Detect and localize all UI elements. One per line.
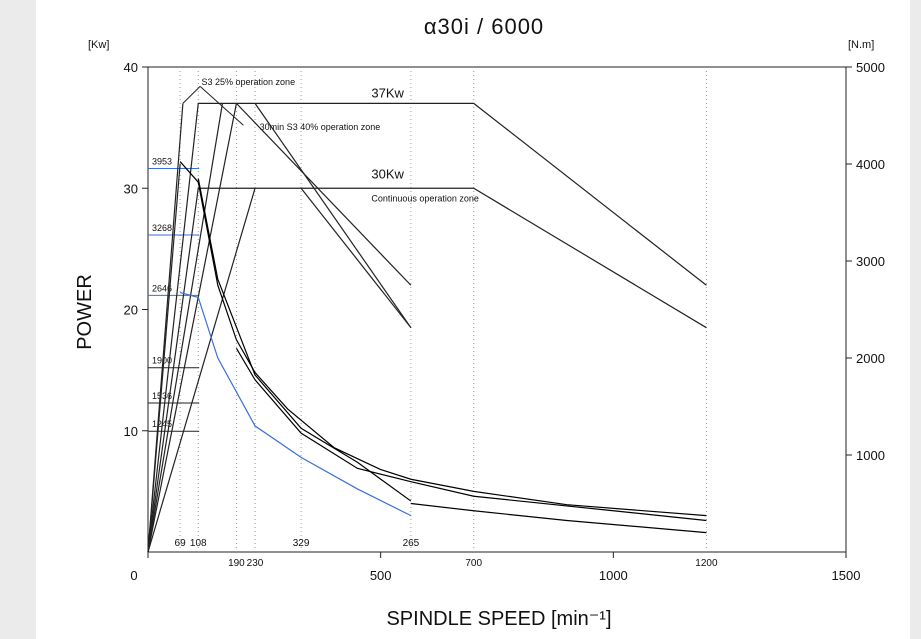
speed-marker-label: 230 (247, 558, 264, 569)
annotations: S3 25% operation zone 37Kw 30min S3 40% op… (182, 77, 479, 204)
annotation-leader (182, 86, 201, 104)
y2-unit-label: [N.m] (848, 39, 874, 51)
torque-curve (197, 178, 412, 502)
speed-marker-label: 329 (293, 538, 310, 549)
torque-curve (179, 291, 412, 517)
speed-marker-label: 190 (228, 558, 245, 569)
speed-marker-label: 1200 (695, 558, 718, 569)
speed-marker-label: 108 (190, 538, 207, 549)
zone-annotation: 30Kw (371, 167, 404, 182)
annotation-leader (199, 86, 244, 126)
torque-level-label: 3953 (152, 157, 172, 167)
y2-tick-label: 2000 (856, 351, 885, 366)
power-line (235, 102, 412, 286)
power-line (147, 102, 707, 553)
zone-annotation: Continuous operation zone (371, 194, 479, 204)
torque-level-label: 2646 (152, 283, 172, 293)
zone-annotation: S3 25% operation zone (202, 77, 296, 87)
speed-marker-label: 265 (403, 538, 420, 549)
torque-level-label: 1536 (152, 391, 172, 401)
x-axis-title: SPINDLE SPEED [min⁻¹] (386, 608, 611, 630)
y-axis-title: POWER (74, 274, 96, 350)
torque-curve (179, 161, 707, 517)
chart: α30i / 6000 [Kw] [N.m] POWER SPINDLE SPE… (74, 14, 885, 630)
torque-level-label: 3268 (152, 223, 172, 233)
zone-annotation: 37Kw (371, 85, 404, 100)
x-tick-label: 0 (130, 568, 137, 583)
speed-marker-label: 69 (175, 538, 187, 549)
power-line (254, 103, 412, 329)
plot-area: 10 20 30 40 1000 2000 3000 4000 5000 0 500 1000 15… (124, 60, 885, 583)
speed-labels: 69 108 190 230 329 265 700 1200 (175, 538, 718, 569)
plot-frame (147, 66, 847, 553)
y-ticks: 10 20 30 40 (124, 60, 148, 439)
y2-tick-label: 3000 (856, 254, 885, 269)
y-tick-label: 40 (124, 60, 138, 75)
torque-level-label: 1900 (152, 356, 172, 366)
chart-panel: α30i / 6000 [Kw] [N.m] POWER SPINDLE SPE… (36, 0, 910, 639)
x-tick-label: 500 (370, 568, 392, 583)
ramp-line (147, 103, 238, 553)
speed-gridlines (179, 71, 707, 552)
y2-tick-label: 1000 (856, 448, 885, 463)
x-tick-label: 1500 (832, 568, 861, 583)
y2-tick-label: 5000 (856, 60, 885, 75)
ramp-line (147, 103, 184, 553)
torque-curve (410, 502, 707, 534)
power-line (300, 187, 412, 329)
y2-ticks: 1000 2000 3000 4000 5000 (846, 60, 885, 463)
y2-tick-label: 4000 (856, 157, 885, 172)
power-line (147, 187, 707, 553)
y-unit-label: [Kw] (88, 39, 109, 51)
x-tick-label: 1000 (599, 568, 628, 583)
y-tick-label: 30 (124, 181, 138, 196)
torque-curve (235, 347, 707, 522)
x-ticks: 0 500 1000 1500 (130, 552, 860, 583)
chart-title: α30i / 6000 (424, 14, 544, 39)
ramp-line (147, 188, 256, 553)
y-tick-label: 10 (124, 424, 138, 439)
y-tick-label: 20 (124, 303, 138, 318)
series-lines (147, 102, 707, 553)
ramp-line (147, 103, 224, 553)
zone-annotation: 30min S3 40% operation zone (260, 122, 381, 132)
speed-marker-label: 700 (465, 558, 482, 569)
